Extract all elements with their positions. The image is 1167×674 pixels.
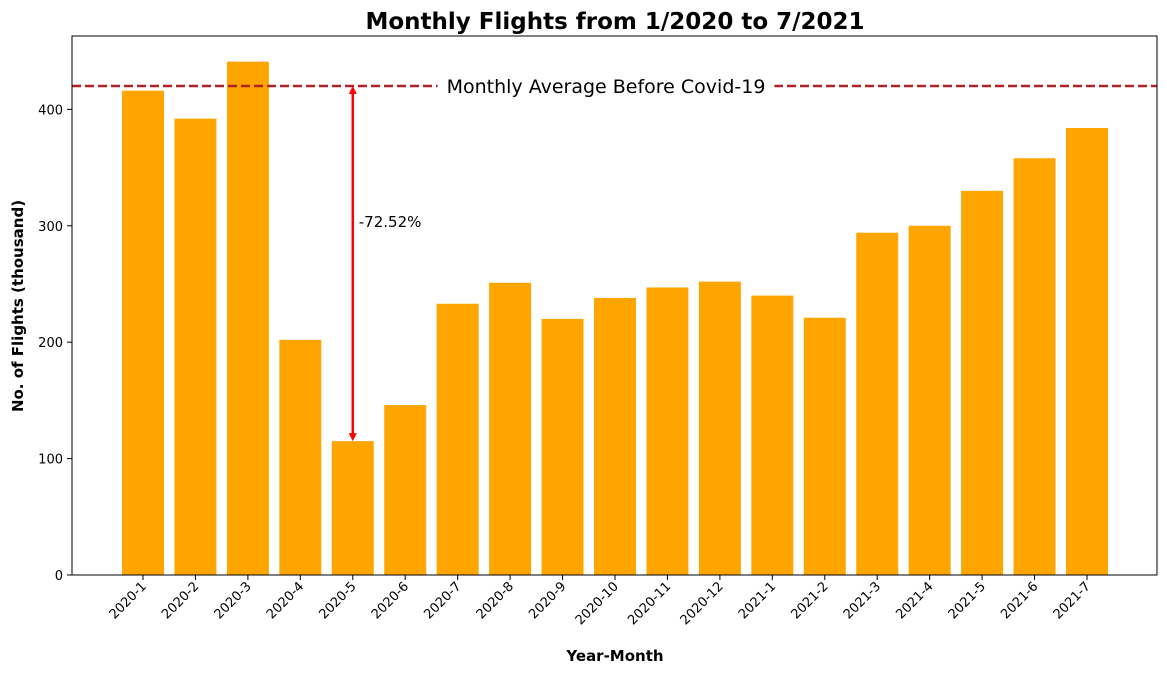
reference-line-label-bg bbox=[437, 76, 775, 99]
bar-2021-2 bbox=[803, 317, 846, 575]
x-tick-label-2020-11: 2020-11 bbox=[625, 579, 674, 628]
bar-2020-2 bbox=[174, 118, 217, 576]
x-tick-label-2020-10: 2020-10 bbox=[573, 579, 622, 628]
bar-2021-1 bbox=[751, 295, 794, 575]
y-tick-label-100: 100 bbox=[38, 453, 63, 468]
x-tick-label-2021-3: 2021-3 bbox=[841, 579, 884, 622]
bar-2020-3 bbox=[226, 61, 269, 576]
bar-2021-7 bbox=[1066, 127, 1108, 575]
reference-line-label: Monthly Average Before Covid-19 bbox=[447, 76, 766, 98]
x-tick-label-2021-5: 2021-5 bbox=[946, 579, 989, 622]
bar-2020-12 bbox=[698, 281, 741, 575]
x-tick-label-2020-4: 2020-4 bbox=[264, 579, 307, 622]
y-tick-label-300: 300 bbox=[38, 220, 63, 235]
x-tick-label-2020-12: 2020-12 bbox=[678, 579, 727, 628]
x-tick-label-2020-1: 2020-1 bbox=[107, 579, 150, 622]
x-tick-label-2020-5: 2020-5 bbox=[316, 579, 359, 622]
reference-line-group: Monthly Average Before Covid-19 bbox=[72, 76, 1157, 99]
chart-title: Monthly Flights from 1/2020 to 7/2021 bbox=[365, 9, 864, 35]
bar-2020-11 bbox=[646, 287, 689, 575]
x-tick-label-2020-3: 2020-3 bbox=[212, 579, 255, 622]
change-annotation-label: -72.52% bbox=[359, 213, 422, 231]
x-tick-label-2021-2: 2021-2 bbox=[788, 579, 831, 622]
x-tick-label-2020-7: 2020-7 bbox=[421, 579, 464, 622]
bar-2020-7 bbox=[436, 303, 479, 575]
bar-2020-8 bbox=[489, 282, 532, 575]
y-axis-label: No. of Flights (thousand) bbox=[9, 200, 27, 412]
bars-group bbox=[122, 61, 1108, 576]
annotation-group: -72.52% bbox=[348, 86, 422, 442]
bar-2020-10 bbox=[594, 297, 636, 575]
y-axis: 0 100 200 300 400 bbox=[38, 103, 72, 584]
x-tick-label-2020-2: 2020-2 bbox=[159, 579, 202, 622]
y-tick-label-0: 0 bbox=[55, 569, 63, 584]
x-tick-label-2020-6: 2020-6 bbox=[369, 579, 412, 622]
bar-2020-6 bbox=[384, 405, 427, 575]
bar-2020-4 bbox=[279, 339, 322, 575]
bar-2021-5 bbox=[961, 190, 1004, 575]
x-tick-label-2020-9: 2020-9 bbox=[526, 579, 569, 622]
bar-2020-9 bbox=[541, 318, 584, 575]
bar-2021-4 bbox=[908, 225, 951, 575]
x-tick-label-2021-6: 2021-6 bbox=[998, 579, 1041, 622]
x-tick-label-2021-1: 2021-1 bbox=[736, 579, 779, 622]
bar-2020-1 bbox=[122, 90, 164, 576]
bar-2020-5 bbox=[331, 441, 374, 575]
bar-2021-3 bbox=[856, 232, 899, 576]
x-axis-label: Year-Month bbox=[565, 647, 663, 665]
x-axis: 2020-1 2020-2 2020-3 2020-4 2020-5 2020-6 2020… bbox=[107, 575, 1094, 628]
x-tick-label-2021-7: 2021-7 bbox=[1051, 579, 1094, 622]
x-tick-label-2021-4: 2021-4 bbox=[893, 579, 936, 622]
y-tick-label-200: 200 bbox=[38, 336, 63, 351]
y-tick-label-400: 400 bbox=[38, 103, 63, 118]
bar-2021-6 bbox=[1013, 158, 1056, 576]
x-tick-label-2020-8: 2020-8 bbox=[474, 579, 517, 622]
